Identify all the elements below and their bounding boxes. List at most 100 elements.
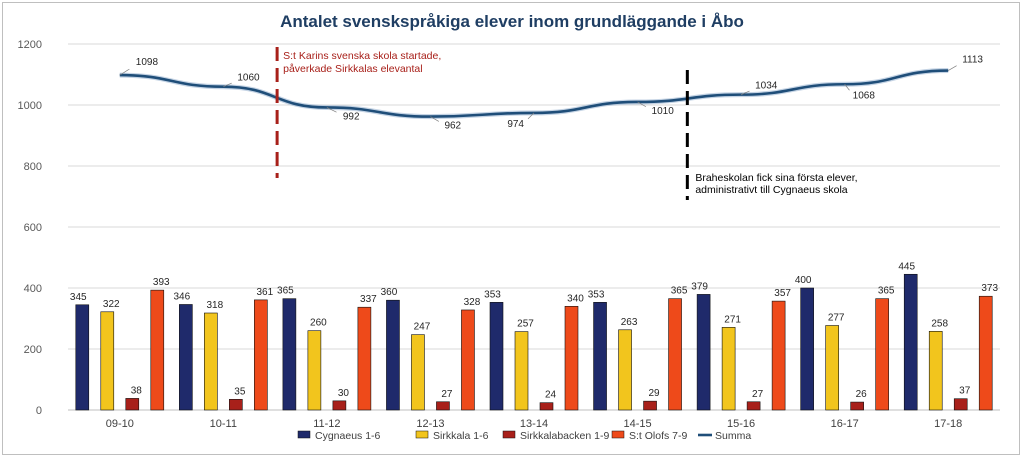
bar-data-label: 360: [381, 287, 398, 298]
line-data-label: 1113: [962, 55, 983, 66]
x-tick-label: 09-10: [106, 418, 134, 430]
y-tick-label: 200: [24, 344, 42, 356]
line-label-leader: [326, 107, 337, 113]
chart-title: Antalet svenskspråkiga elever inom grund…: [280, 12, 744, 31]
bar-data-label: 257: [517, 319, 534, 330]
bar: [100, 311, 115, 411]
bar: [953, 398, 968, 411]
bar-data-label: 260: [310, 318, 327, 329]
annotation-text: Braheskolan fick sina första elever,: [695, 172, 857, 184]
bar-data-label: 346: [173, 291, 190, 302]
bar: [150, 289, 165, 411]
bar: [696, 294, 711, 411]
legend-swatch: [297, 430, 311, 439]
bar: [746, 401, 761, 411]
line-data-label: 1034: [755, 81, 778, 92]
bar: [386, 299, 400, 411]
bar: [254, 299, 268, 411]
legend-label: Summa: [715, 430, 751, 442]
x-tick-label: 11-12: [313, 418, 340, 430]
bar: [875, 298, 889, 411]
line-label-leader: [740, 90, 750, 95]
line-data-label: 1060: [237, 73, 260, 84]
bar-data-label: 361: [256, 287, 273, 298]
line-label-leader: [948, 65, 957, 71]
bar-data-label: 328: [464, 297, 481, 308]
bar-data-label: 27: [752, 389, 764, 400]
line-data-label: 962: [444, 121, 461, 132]
bar: [307, 330, 322, 411]
bar: [721, 327, 736, 411]
bar: [800, 287, 814, 411]
legend-swatch: [502, 430, 516, 439]
annotation-text: S:t Karins svenska skola startade,: [283, 50, 441, 62]
line-label-leader: [637, 101, 647, 108]
line-data-label: 1068: [853, 90, 876, 101]
bar-data-label: 318: [206, 300, 223, 311]
bar-data-label: 340: [567, 293, 584, 304]
bar: [668, 298, 682, 411]
annotation-text: påverkade Sirkkalas elevantal: [283, 63, 423, 75]
bar-data-label: 30: [338, 388, 350, 399]
bar: [204, 312, 218, 411]
bar: [903, 273, 918, 411]
x-tick-label: 16-17: [831, 418, 859, 430]
bar-data-label: 365: [671, 286, 688, 297]
bar: [564, 305, 579, 411]
bar-data-label: 445: [898, 261, 915, 272]
bar-data-label: 365: [277, 286, 294, 297]
bar-data-label: 27: [441, 389, 453, 400]
line-data-label: 974: [507, 119, 524, 130]
bar-data-label: 35: [234, 386, 246, 397]
line-label-leader: [430, 116, 440, 122]
bar-data-label: 37: [959, 386, 971, 397]
bar: [593, 302, 607, 411]
bar: [618, 329, 632, 411]
bar-data-label: 24: [545, 390, 557, 401]
bar: [489, 302, 504, 411]
x-tick-label: 14-15: [623, 418, 651, 430]
line-data-label: 1098: [136, 57, 159, 68]
bar-data-label: 379: [691, 281, 708, 292]
bar-data-label: 258: [931, 318, 948, 329]
x-tick-label: 12-13: [416, 418, 444, 430]
legend-label: Sirkkalabacken 1-9: [520, 430, 609, 442]
x-tick-label: 15-16: [727, 418, 755, 430]
bar: [771, 300, 786, 411]
bar: [411, 334, 425, 411]
bar-data-label: 393: [153, 277, 170, 288]
legend-swatch: [611, 430, 625, 439]
bar-data-label: 247: [414, 322, 431, 333]
bar: [978, 295, 993, 411]
bar-data-label: 29: [648, 388, 660, 399]
y-tick-label: 800: [24, 161, 42, 173]
bar-data-label: 400: [795, 275, 812, 286]
bar: [539, 402, 554, 411]
bar: [229, 399, 243, 411]
bar-data-label: 263: [621, 317, 638, 328]
bar: [514, 331, 529, 411]
y-tick-label: 400: [24, 283, 42, 295]
bar: [436, 401, 450, 411]
bar: [282, 298, 297, 411]
line-label-leader: [844, 84, 850, 91]
y-tick-label: 0: [36, 405, 42, 417]
y-tick-label: 1200: [18, 39, 42, 51]
bar-data-label: 365: [878, 286, 895, 297]
line-label-leader: [223, 82, 232, 88]
bar: [850, 401, 864, 411]
bar-data-label: 353: [588, 289, 605, 300]
line-label-leader: [119, 68, 130, 76]
annotation-text: administrativt till Cygnaeus skola: [695, 184, 847, 196]
bar-data-label: 353: [484, 289, 501, 300]
bar-data-label: 357: [774, 288, 791, 299]
bar-data-label: 26: [856, 389, 868, 400]
bar: [125, 398, 140, 411]
legend-label: S:t Olofs 7-9: [629, 430, 688, 442]
bar-data-label: 271: [724, 314, 741, 325]
x-tick-label: 10-11: [210, 418, 237, 430]
bar-data-label: 337: [360, 294, 377, 305]
line-data-label: 1010: [652, 106, 675, 117]
